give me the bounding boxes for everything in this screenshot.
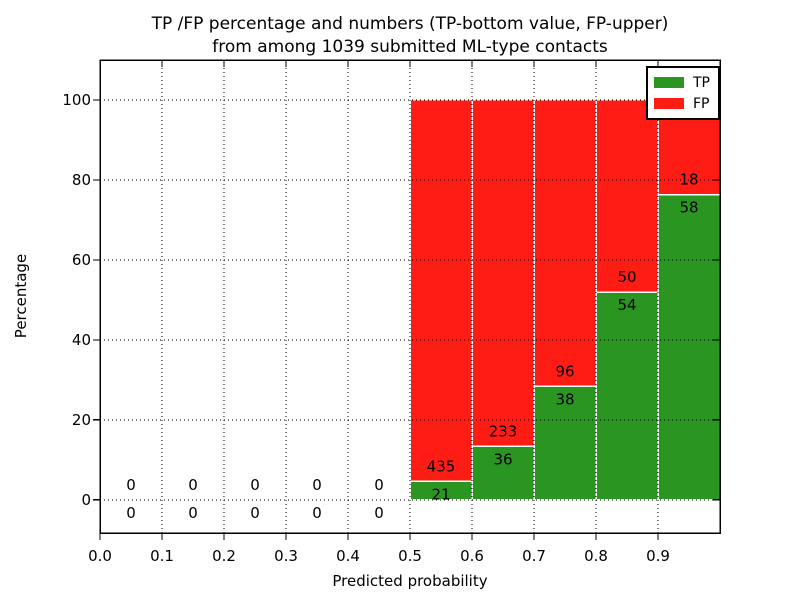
chart-title-line2: from among 1039 submitted ML-type contac… [212, 37, 608, 57]
y-tick-label: 100 [62, 91, 91, 109]
legend: TP FP [646, 66, 720, 120]
y-tick-label: 80 [72, 171, 91, 189]
fp-count-label: 233 [489, 422, 518, 440]
fp-count-label: 435 [427, 457, 456, 475]
x-tick-label: 0.2 [212, 547, 236, 565]
x-tick-label: 0.8 [584, 547, 608, 565]
fp-count-label: 96 [555, 362, 574, 380]
tp-count-label: 0 [374, 504, 384, 522]
tp-count-label: 58 [679, 199, 698, 217]
y-tick-label: 40 [72, 331, 91, 349]
tp-count-label: 54 [617, 296, 636, 314]
chart-title: TP /FP percentage and numbers (TP-bottom… [100, 13, 720, 59]
chart-title-line1: TP /FP percentage and numbers (TP-bottom… [151, 14, 669, 34]
fp-count-label: 0 [312, 476, 322, 494]
x-tick-label: 0.9 [646, 547, 670, 565]
x-axis-label: Predicted probability [332, 572, 488, 590]
fp-count-label: 0 [250, 476, 260, 494]
bar-segment-tp [471, 445, 535, 501]
y-tick-label: 0 [81, 491, 91, 509]
bar-segment-fp [409, 99, 473, 483]
bar-segment-tp [595, 291, 659, 501]
fp-count-label: 0 [126, 476, 136, 494]
tp-count-label: 38 [555, 390, 574, 408]
tp-count-label: 0 [312, 504, 322, 522]
bar-segment-tp [657, 193, 721, 501]
x-tick-label: 0.7 [522, 547, 546, 565]
legend-label-tp: TP [693, 74, 710, 91]
x-tick-label: 0.0 [88, 547, 112, 565]
fp-count-label: 0 [188, 476, 198, 494]
fp-count-label: 18 [679, 171, 698, 189]
legend-swatch-fp-icon [654, 98, 684, 109]
legend-label-fp: FP [693, 95, 710, 112]
bar-segment-fp [471, 99, 535, 448]
legend-swatch-tp-icon [654, 77, 684, 88]
legend-entry-fp: FP [654, 93, 710, 114]
plot-border [99, 59, 721, 534]
fp-count-label: 50 [617, 268, 636, 286]
y-axis-label: Percentage [12, 253, 30, 339]
tp-count-label: 0 [188, 504, 198, 522]
tp-count-label: 0 [126, 504, 136, 522]
bar-segment-fp [533, 99, 597, 388]
x-tick-label: 0.6 [460, 547, 484, 565]
tp-count-label: 0 [250, 504, 260, 522]
y-tick-label: 20 [72, 411, 91, 429]
bar-segment-fp [595, 99, 659, 293]
x-tick-label: 0.4 [336, 547, 360, 565]
tp-count-label: 36 [493, 450, 512, 468]
legend-entry-tp: TP [654, 72, 710, 93]
x-tick-label: 0.5 [398, 547, 422, 565]
y-tick-label: 60 [72, 251, 91, 269]
x-tick-label: 0.1 [150, 547, 174, 565]
fp-count-label: 0 [374, 476, 384, 494]
x-tick-label: 0.3 [274, 547, 298, 565]
tp-count-label: 21 [431, 485, 450, 503]
